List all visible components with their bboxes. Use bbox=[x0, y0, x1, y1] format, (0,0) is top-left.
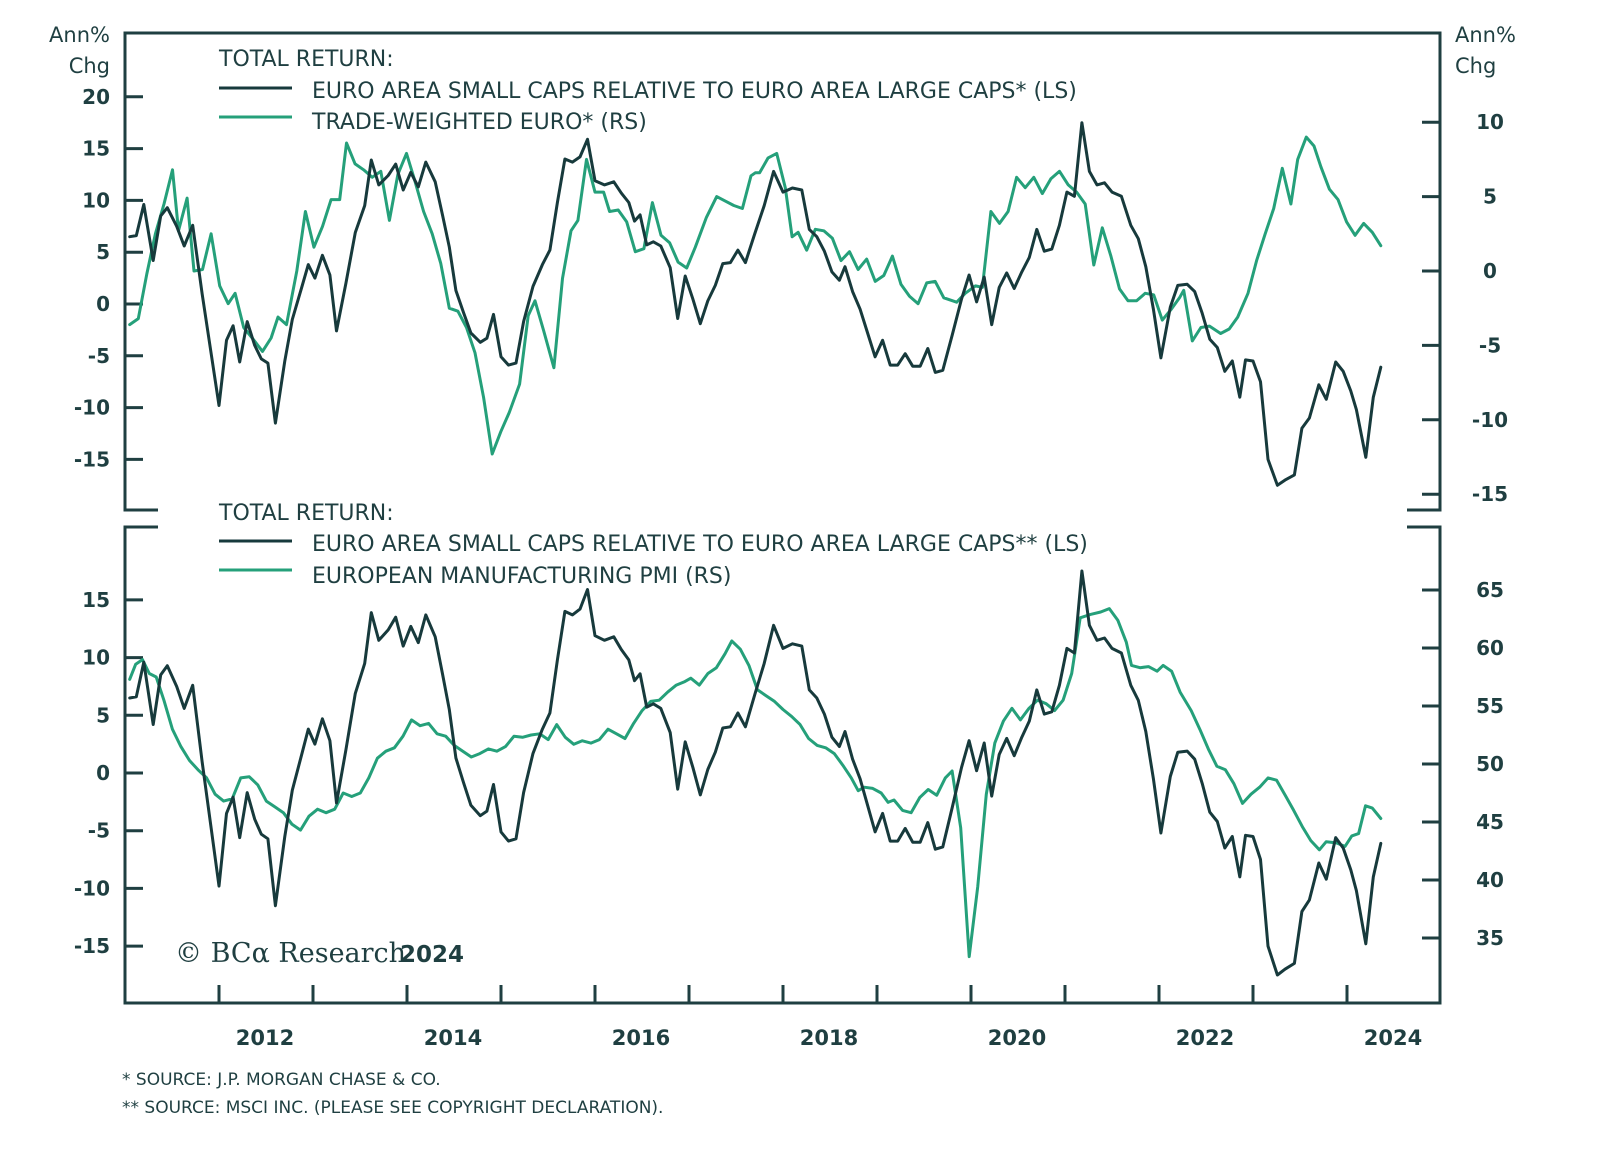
top-series-group bbox=[128, 121, 1383, 487]
top-left-unit-line2: Chg bbox=[69, 54, 110, 78]
y-tick-label: 50 bbox=[1476, 752, 1504, 776]
top-panel: 20 15 10 5 0 -5 -10 -15 10 5 0 -5 -10 -15 Ann% Chg A… bbox=[49, 23, 1516, 512]
y-tick-label: 0 bbox=[1483, 259, 1497, 283]
y-tick-label: 45 bbox=[1476, 810, 1504, 834]
y-tick-label: -10 bbox=[1472, 408, 1508, 432]
top-right-unit-line2: Chg bbox=[1455, 54, 1496, 78]
x-tick-label: 2022 bbox=[1176, 1026, 1234, 1050]
y-tick-label: 15 bbox=[82, 588, 110, 612]
y-tick-label: 5 bbox=[96, 240, 110, 264]
y-tick-label: -15 bbox=[74, 934, 110, 958]
series-line-small-caps-relative bbox=[128, 569, 1383, 977]
footnote-jpmorgan: * SOURCE: J.P. MORGAN CHASE & CO. bbox=[122, 1070, 441, 1090]
bottom-legend: TOTAL RETURN: EURO AREA SMALL CAPS RELAT… bbox=[218, 501, 1088, 589]
top-legend-item-small-caps: EURO AREA SMALL CAPS RELATIVE TO EURO AR… bbox=[312, 79, 1077, 104]
y-tick-label: 5 bbox=[96, 703, 110, 727]
x-axis: 2012 2014 2016 2018 2020 2022 2024 bbox=[217, 985, 1422, 1050]
bottom-right-axis: 65 60 55 50 45 40 35 bbox=[1422, 578, 1504, 950]
top-legend-title: TOTAL RETURN: bbox=[218, 47, 394, 72]
bottom-series-group bbox=[128, 569, 1383, 977]
top-right-unit-line1: Ann% bbox=[1455, 23, 1516, 47]
bottom-legend-title: TOTAL RETURN: bbox=[218, 501, 394, 526]
x-tick-label: 2016 bbox=[612, 1026, 670, 1050]
x-tick-label: 2014 bbox=[424, 1026, 482, 1050]
top-legend: TOTAL RETURN: EURO AREA SMALL CAPS RELAT… bbox=[218, 47, 1077, 135]
y-tick-label: 65 bbox=[1476, 578, 1504, 602]
bottom-left-axis: 15 10 5 0 -5 -10 -15 bbox=[74, 588, 143, 958]
y-tick-label: 60 bbox=[1476, 636, 1504, 660]
y-tick-label: -10 bbox=[74, 396, 110, 420]
bottom-legend-item-pmi: EUROPEAN MANUFACTURING PMI (RS) bbox=[312, 564, 731, 589]
y-tick-label: 20 bbox=[82, 85, 110, 109]
y-tick-label: 15 bbox=[82, 137, 110, 161]
y-tick-label: 55 bbox=[1476, 694, 1504, 718]
y-tick-label: -5 bbox=[1479, 333, 1501, 357]
y-tick-label: 35 bbox=[1476, 926, 1504, 950]
top-left-unit-line1: Ann% bbox=[49, 23, 110, 47]
y-tick-label: 10 bbox=[82, 646, 110, 670]
series-line-small-caps-relative bbox=[128, 121, 1383, 487]
y-tick-label: 10 bbox=[1476, 110, 1504, 134]
top-right-axis: 10 5 0 -5 -10 -15 bbox=[1422, 110, 1508, 506]
footnote-msci: ** SOURCE: MSCI INC. (PLEASE SEE COPYRIG… bbox=[122, 1098, 663, 1118]
bottom-legend-item-small-caps: EURO AREA SMALL CAPS RELATIVE TO EURO AR… bbox=[312, 532, 1088, 557]
series-line-manufacturing-pmi bbox=[128, 607, 1383, 959]
y-tick-label: -5 bbox=[88, 344, 110, 368]
y-tick-label: -10 bbox=[74, 876, 110, 900]
y-tick-label: -15 bbox=[1472, 482, 1508, 506]
copyright: © BCα Research 2024 bbox=[175, 938, 464, 969]
copyright-brand: © BCα Research bbox=[175, 938, 406, 969]
top-left-axis: 20 15 10 5 0 -5 -10 -15 bbox=[74, 85, 143, 471]
x-tick-label: 2018 bbox=[800, 1026, 858, 1050]
x-tick-label: 2024 bbox=[1364, 1026, 1422, 1050]
y-tick-label: -5 bbox=[88, 819, 110, 843]
y-tick-label: -15 bbox=[74, 447, 110, 471]
top-panel-frame bbox=[123, 31, 1442, 512]
series-line-trade-weighted-euro bbox=[128, 135, 1383, 456]
copyright-year: 2024 bbox=[400, 942, 464, 968]
y-tick-label: 10 bbox=[82, 188, 110, 212]
bottom-panel-frame bbox=[123, 525, 1442, 1005]
y-tick-label: 40 bbox=[1476, 868, 1504, 892]
y-tick-label: 0 bbox=[96, 292, 110, 316]
x-tick-label: 2012 bbox=[236, 1026, 294, 1050]
y-tick-label: 5 bbox=[1483, 185, 1497, 209]
footnotes: * SOURCE: J.P. MORGAN CHASE & CO. ** SOU… bbox=[122, 1070, 663, 1118]
y-tick-label: 0 bbox=[96, 761, 110, 785]
top-legend-item-euro: TRADE-WEIGHTED EURO* (RS) bbox=[311, 110, 647, 135]
x-tick-label: 2020 bbox=[988, 1026, 1046, 1050]
